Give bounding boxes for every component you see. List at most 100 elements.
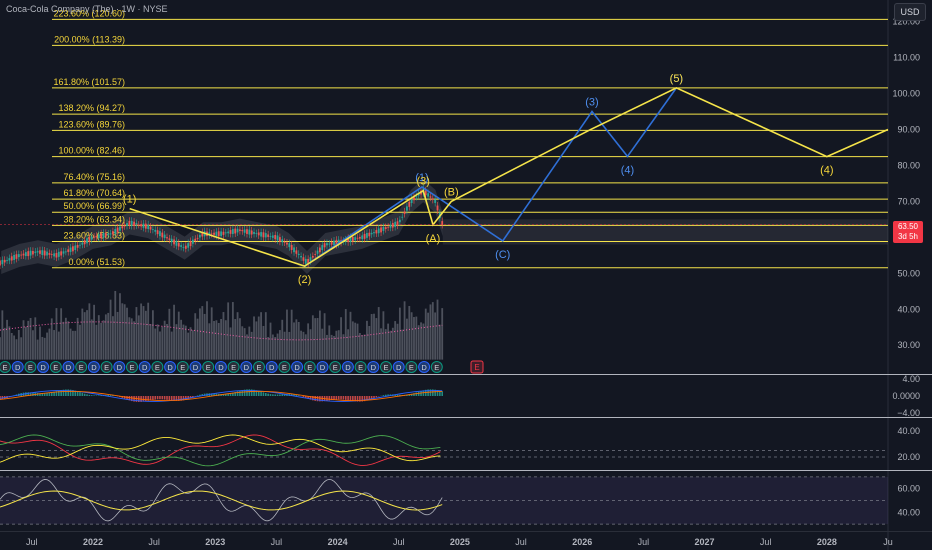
volume-bar (276, 333, 279, 360)
candle-body (90, 236, 93, 240)
candle-body (382, 227, 385, 231)
volume-bar (267, 337, 270, 360)
earnings-marker-label-18: E (231, 363, 236, 372)
volume-bar (337, 330, 340, 360)
volume-bar (413, 317, 415, 360)
wave-yellow-label-0: (1) (123, 194, 136, 206)
macd-hist-bar (396, 394, 399, 396)
volume-bar (32, 330, 34, 360)
volume-bar (215, 320, 218, 360)
earnings-marker-11 (138, 361, 151, 373)
volume-bar (149, 324, 152, 360)
volume-bar (236, 312, 239, 360)
candle-body (8, 258, 11, 261)
volume-bar (328, 325, 331, 360)
macd-hist-bar (187, 396, 189, 400)
volume-bar (323, 313, 326, 360)
volume-bar (173, 304, 175, 360)
candle-body (274, 234, 277, 240)
candle-body (217, 231, 220, 237)
volume-bar (163, 320, 166, 360)
macd-hist-bar (177, 396, 180, 401)
candle-body (50, 254, 53, 255)
wave-yellow-path (129, 86, 889, 267)
volume-bar (427, 312, 429, 360)
volume-bar (102, 320, 105, 360)
wave-blue-label-1: (1) (415, 172, 428, 184)
candle-body (15, 254, 18, 259)
earnings-marker-label-6: E (79, 363, 84, 372)
candle-body (83, 240, 86, 245)
volume-bar (93, 304, 95, 360)
volume-bar (72, 330, 74, 360)
volume-bar (377, 307, 380, 360)
candle-body (370, 232, 373, 235)
currency-button[interactable]: USD (894, 3, 926, 21)
macd-hist-bar (340, 396, 342, 400)
candle-body (20, 254, 23, 256)
volume-bar (208, 323, 211, 360)
wave-yellow-label-2: (3) (416, 176, 429, 188)
volume-bar (201, 306, 204, 360)
volume-bar (196, 318, 199, 360)
macd-hist-bar (290, 394, 293, 396)
candle-body (154, 229, 157, 232)
candle-body (109, 233, 112, 235)
candle-body (246, 229, 248, 234)
earnings-marker-32 (405, 361, 418, 373)
macd-hist-bar (347, 396, 349, 401)
candle-body (175, 240, 178, 246)
volume-bar (39, 326, 41, 360)
macd-hist-bar (69, 389, 72, 396)
price-axis-tick-2-1: 20.00 (897, 452, 920, 462)
macd-hist-bar (427, 389, 429, 396)
candle-body (267, 234, 270, 237)
candle-body (229, 230, 232, 234)
earnings-marker-27 (341, 361, 354, 373)
volume-bar (408, 305, 411, 360)
macd-hist-bar (250, 389, 253, 396)
candle-body (196, 237, 199, 239)
volume-bar (121, 303, 124, 360)
candle-body (356, 237, 359, 239)
macd-hist-bar (257, 390, 260, 396)
price-axis-tick-0-1: 110.00 (893, 53, 920, 63)
volume-bar (8, 326, 11, 360)
macd-hist-bar (62, 389, 65, 396)
volume-bar (354, 322, 357, 360)
dmi-line-1 (0, 434, 441, 467)
macd-pane (0, 389, 444, 403)
volume-bar (335, 330, 338, 360)
volume-bar (274, 337, 277, 360)
candle-body (398, 219, 401, 223)
macd-hist-bar (79, 392, 81, 396)
wave-blue: (1) (C) (3) (4) (5) (304, 73, 683, 267)
candle-body (410, 198, 413, 204)
candle-body (107, 233, 110, 236)
candle-body (337, 239, 340, 245)
earnings-marker-18 (227, 361, 240, 373)
volume-bar (318, 310, 321, 360)
wave-yellow-label-3: (A) (426, 233, 441, 245)
candle-body (112, 231, 114, 235)
earnings-marker-label-25: D (320, 363, 326, 372)
candle-body (413, 197, 415, 201)
volume-bar (159, 331, 161, 360)
future-earnings-marker (470, 360, 484, 374)
earnings-marker-label-7: D (91, 363, 97, 372)
volume-bar (311, 315, 314, 360)
candle-body (39, 250, 41, 254)
macd-hist-bar (429, 389, 432, 396)
volume-bar (147, 302, 150, 360)
volume-bar (304, 334, 307, 360)
volume-bar (133, 321, 135, 360)
candle-body (142, 223, 145, 228)
volume-bar (53, 330, 56, 360)
fib-label-3: 138.20% (94.27) (58, 103, 125, 113)
earnings-marker-label-15: D (193, 363, 199, 372)
earnings-marker-21 (265, 361, 278, 373)
volume-bar (217, 322, 220, 360)
symbol-title[interactable]: Coca-Cola Company (The) · 1W · NYSE (6, 4, 168, 14)
macd-hist-bar (27, 392, 30, 396)
